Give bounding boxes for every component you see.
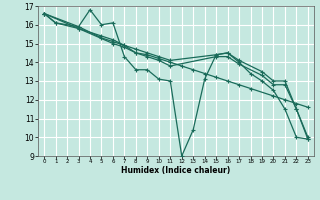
X-axis label: Humidex (Indice chaleur): Humidex (Indice chaleur): [121, 166, 231, 175]
